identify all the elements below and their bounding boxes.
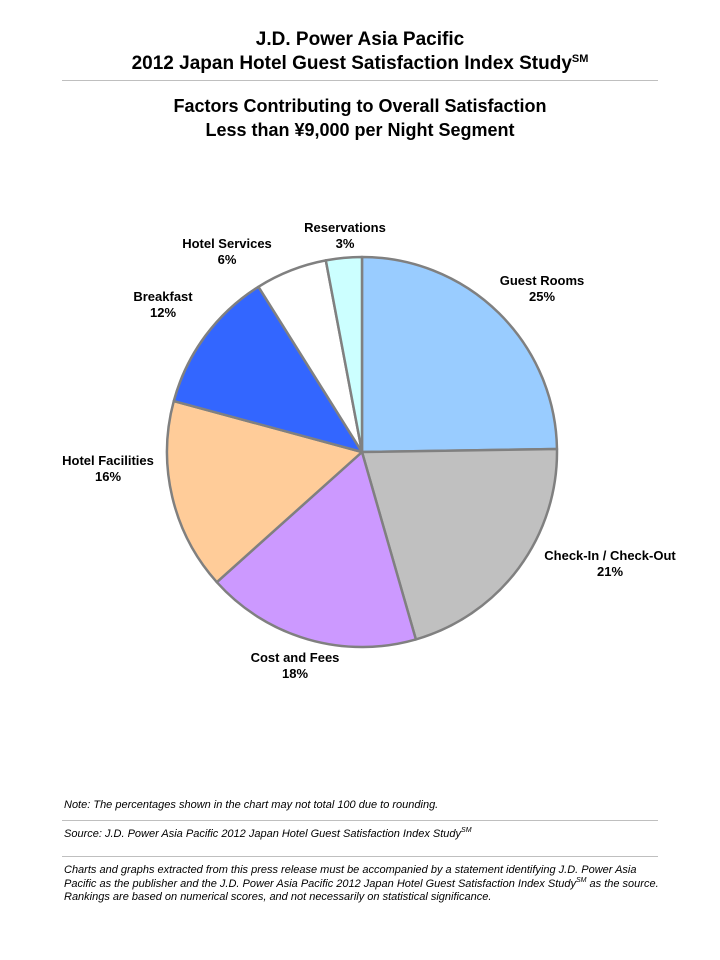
slice-value-hotel-services: 6% — [218, 252, 237, 267]
disclaimer-text-1: Charts and graphs extracted from this pr… — [64, 864, 637, 890]
slice-label-breakfast: Breakfast — [133, 289, 193, 304]
disclaimer-service-mark: SM — [575, 876, 587, 884]
slice-label-check-in-check-out: Check-In / Check-Out — [544, 548, 676, 563]
slice-value-check-in-check-out: 21% — [597, 564, 623, 579]
pie-slice-cost-and-fees — [215, 450, 418, 649]
slice-value-cost-and-fees: 18% — [282, 666, 308, 681]
header-title-text: 2012 Japan Hotel Guest Satisfaction Inde… — [131, 53, 572, 74]
pie-slice-check-in-check-out — [360, 447, 559, 641]
disclaimer-text-2: as the source. Rankings are based on num… — [64, 877, 659, 904]
slice-label-cost-and-fees: Cost and Fees — [251, 650, 340, 665]
source-text: Source: J.D. Power Asia Pacific 2012 Jap… — [64, 828, 462, 840]
slice-value-guest-rooms: 25% — [529, 289, 555, 304]
chart-source: Source: J.D. Power Asia Pacific 2012 Jap… — [64, 827, 472, 840]
source-divider — [62, 856, 658, 857]
slice-value-hotel-facilities: 16% — [95, 469, 121, 484]
slice-value-reservations: 3% — [336, 236, 355, 251]
service-mark: SM — [571, 53, 589, 65]
note-divider — [62, 820, 658, 821]
pie-slice-guest-rooms — [360, 255, 559, 454]
chart-title: Factors Contributing to Overall Satisfac… — [173, 96, 547, 116]
pie-slice-reservations — [324, 255, 364, 454]
header-divider — [62, 80, 658, 81]
header-title-line1: J.D. Power Asia Pacific — [255, 29, 465, 50]
slice-label-hotel-services: Hotel Services — [182, 236, 272, 251]
header-title-line2: 2012 Japan Hotel Guest Satisfaction Inde… — [0, 53, 720, 75]
disclaimer: Charts and graphs extracted from this pr… — [64, 864, 664, 905]
chart-subtitle: Less than ¥9,000 per Night Segment — [205, 120, 515, 140]
slice-value-breakfast: 12% — [150, 305, 176, 320]
pie-slice-hotel-facilities — [165, 399, 364, 584]
pie-slice-breakfast — [172, 285, 364, 454]
source-service-mark: SM — [461, 827, 472, 834]
slice-label-hotel-facilities: Hotel Facilities — [62, 453, 154, 468]
chart-note: Note: The percentages shown in the chart… — [64, 799, 439, 811]
slice-label-guest-rooms: Guest Rooms — [500, 273, 585, 288]
slice-label-reservations: Reservations — [304, 220, 386, 235]
